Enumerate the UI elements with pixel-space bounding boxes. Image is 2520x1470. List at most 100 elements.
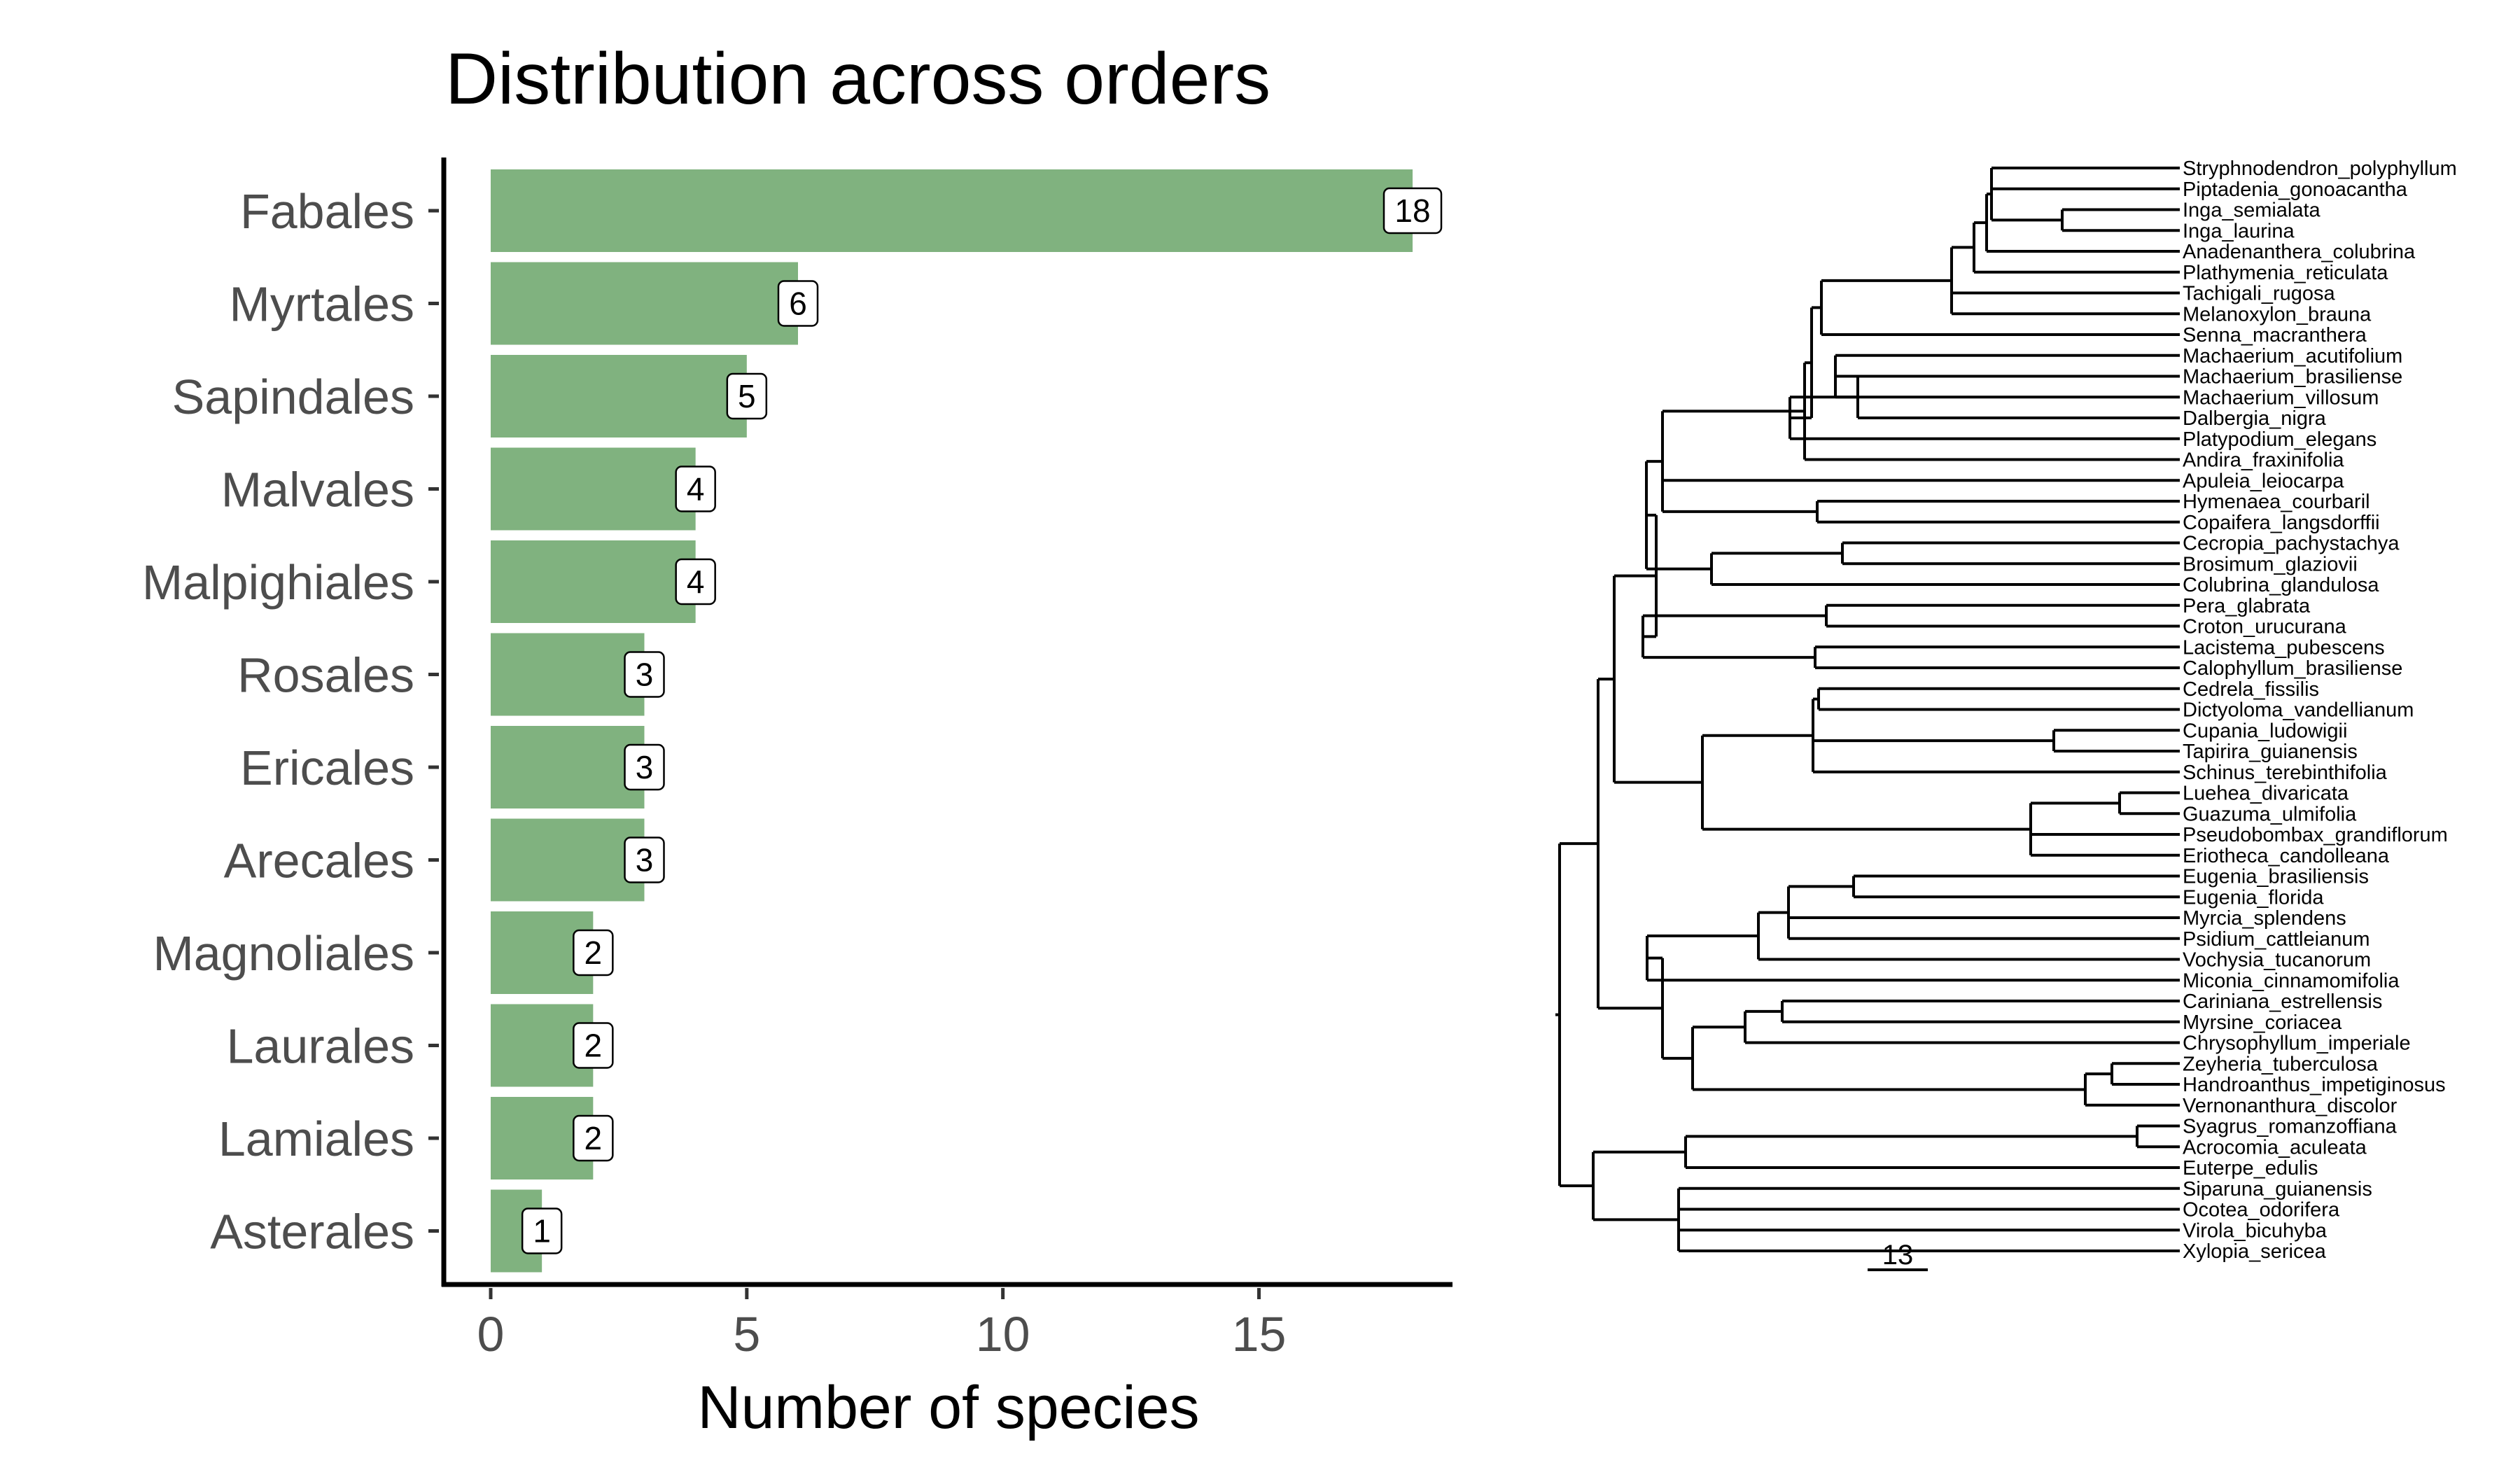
tree-branches bbox=[1555, 167, 2180, 1252]
y-tick-label-malvales: Malvales bbox=[221, 463, 414, 517]
tip-label-brosimum-glaziovii: Brosimum_glaziovii bbox=[2183, 553, 2358, 575]
data-labels-layer: 18 6 5 4 4 3 3 3 2 2 2 1 bbox=[521, 187, 1443, 1254]
data-label-box-sapindales bbox=[726, 372, 768, 420]
tip-label-cecropia-pachystachya: Cecropia_pachystachya bbox=[2183, 533, 2400, 555]
x-tick-label-0: 0 bbox=[477, 1307, 505, 1362]
tip-label-acrocomia-aculeata: Acrocomia_aculeata bbox=[2183, 1136, 2367, 1158]
y-tick-label-laurales: Laurales bbox=[226, 1019, 414, 1074]
data-label-myrtales: 6 bbox=[789, 286, 807, 322]
y-tick-label-rosales: Rosales bbox=[237, 648, 414, 703]
tip-label-ocotea-odorifera: Ocotea_odorifera bbox=[2183, 1199, 2340, 1222]
bars-layer bbox=[491, 169, 1413, 1273]
chart-title: Distribution across orders bbox=[445, 38, 1270, 120]
tree-tip-labels: Stryphnodendron_polyphyllumPiptadenia_go… bbox=[2183, 158, 2457, 1263]
tip-label-cupania-ludowigii: Cupania_ludowigii bbox=[2183, 720, 2347, 742]
x-axis-title: Number of species bbox=[698, 1374, 1200, 1441]
tip-label-piptadenia-gonoacantha: Piptadenia_gonoacantha bbox=[2183, 178, 2408, 201]
tip-label-siparuna-guianensis: Siparuna_guianensis bbox=[2183, 1178, 2372, 1200]
tip-label-zeyheria-tuberculosa: Zeyheria_tuberculosa bbox=[2183, 1053, 2379, 1075]
tip-label-croton-urucurana: Croton_urucurana bbox=[2183, 616, 2347, 638]
tip-label-tapirira-guianensis: Tapirira_guianensis bbox=[2183, 741, 2358, 763]
tip-label-chrysophyllum-imperiale: Chrysophyllum_imperiale bbox=[2183, 1032, 2411, 1055]
tip-label-virola-bicuhyba: Virola_bicuhyba bbox=[2183, 1219, 2328, 1242]
tip-label-calophyllum-brasiliense: Calophyllum_brasiliense bbox=[2183, 657, 2402, 680]
tip-label-miconia-cinnamomifolia: Miconia_cinnamomifolia bbox=[2183, 969, 2400, 992]
data-label-box-fabales bbox=[1382, 187, 1443, 234]
scale-bar-label: 13 bbox=[1882, 1240, 1914, 1270]
data-label-malpighiales: 4 bbox=[687, 564, 705, 600]
data-label-box-asterales bbox=[521, 1208, 563, 1254]
data-label-magnoliales: 2 bbox=[584, 934, 603, 971]
tip-label-copaifera-langsdorffii: Copaifera_langsdorffii bbox=[2183, 512, 2380, 534]
x-tick-label-5: 5 bbox=[733, 1307, 760, 1362]
tip-label-hymenaea-courbaril: Hymenaea_courbaril bbox=[2183, 491, 2370, 513]
data-label-rosales: 3 bbox=[636, 657, 654, 693]
tip-label-stryphnodendron-polyphyllum: Stryphnodendron_polyphyllum bbox=[2183, 158, 2457, 180]
data-label-lamiales: 2 bbox=[584, 1120, 603, 1156]
tip-label-machaerium-brasiliense: Machaerium_brasiliense bbox=[2183, 366, 2402, 388]
data-label-arecales: 3 bbox=[636, 842, 654, 878]
tip-label-platypodium-elegans: Platypodium_elegans bbox=[2183, 428, 2376, 451]
x-axis: 0 5 10 15 bbox=[477, 1288, 1287, 1362]
data-label-box-malvales bbox=[675, 465, 716, 512]
tip-label-eriotheca-candolleana: Eriotheca_candolleana bbox=[2183, 845, 2390, 867]
data-label-box-myrtales bbox=[777, 280, 819, 327]
tip-label-euterpe-edulis: Euterpe_edulis bbox=[2183, 1157, 2318, 1180]
y-tick-label-myrtales: Myrtales bbox=[230, 277, 414, 332]
y-tick-label-ericales: Ericales bbox=[240, 741, 414, 795]
data-label-box-ericales bbox=[624, 743, 665, 791]
tip-label-xylopia-sericea: Xylopia_sericea bbox=[2183, 1240, 2327, 1263]
tip-label-machaerium-acutifolium: Machaerium_acutifolium bbox=[2183, 345, 2402, 368]
tip-label-luehea-divaricata: Luehea_divaricata bbox=[2183, 783, 2349, 805]
tip-label-guazuma-ulmifolia: Guazuma_ulmifolia bbox=[2183, 803, 2357, 825]
bar-rosales bbox=[491, 633, 645, 716]
data-label-fabales: 18 bbox=[1394, 192, 1430, 229]
data-label-box-rosales bbox=[624, 651, 665, 698]
tip-label-pseudobombax-grandiflorum: Pseudobombax_grandiflorum bbox=[2183, 824, 2448, 846]
phylogenetic-tree: Stryphnodendron_polyphyllumPiptadenia_go… bbox=[1555, 158, 2457, 1271]
x-tick-label-15: 15 bbox=[1232, 1307, 1287, 1362]
bar-malpighiales bbox=[491, 540, 696, 623]
tip-label-schinus-terebinthifolia: Schinus_terebinthifolia bbox=[2183, 762, 2388, 784]
bar-myrtales bbox=[491, 262, 798, 345]
bar-ericales bbox=[491, 726, 645, 808]
tip-label-apuleia-leiocarpa: Apuleia_leiocarpa bbox=[2183, 470, 2344, 492]
data-label-asterales: 1 bbox=[533, 1213, 551, 1250]
bar-malvales bbox=[491, 447, 696, 531]
tip-label-vernonanthura-discolor: Vernonanthura_discolor bbox=[2183, 1095, 2398, 1117]
y-tick-label-fabales: Fabales bbox=[240, 184, 414, 239]
tip-label-eugenia-florida: Eugenia_florida bbox=[2183, 886, 2324, 909]
y-tick-label-lamiales: Lamiales bbox=[218, 1112, 414, 1166]
tip-label-machaerium-villosum: Machaerium_villosum bbox=[2183, 386, 2379, 409]
y-tick-label-arecales: Arecales bbox=[224, 834, 414, 888]
tip-label-melanoxylon-brauna: Melanoxylon_brauna bbox=[2183, 303, 2372, 326]
tip-label-tachigali-rugosa: Tachigali_rugosa bbox=[2183, 283, 2336, 305]
data-label-box-lamiales bbox=[573, 1114, 614, 1162]
tip-label-myrcia-splendens: Myrcia_splendens bbox=[2183, 907, 2346, 930]
data-label-sapindales: 5 bbox=[738, 378, 756, 414]
data-label-laurales: 2 bbox=[584, 1028, 603, 1064]
tip-label-inga-semialata: Inga_semialata bbox=[2183, 200, 2321, 222]
bar-arecales bbox=[491, 818, 645, 902]
y-tick-label-malpighiales: Malpighiales bbox=[142, 555, 414, 610]
tip-label-myrsine-coriacea: Myrsine_coriacea bbox=[2183, 1011, 2342, 1034]
data-label-box-malpighiales bbox=[675, 558, 716, 606]
tip-label-psidium-cattleianum: Psidium_cattleianum bbox=[2183, 928, 2370, 951]
tip-label-handroanthus-impetiginosus: Handroanthus_impetiginosus bbox=[2183, 1074, 2446, 1096]
y-tick-label-magnoliales: Magnoliales bbox=[153, 926, 414, 981]
tip-label-andira-fraxinifolia: Andira_fraxinifolia bbox=[2183, 449, 2344, 472]
x-tick-label-10: 10 bbox=[976, 1307, 1030, 1362]
tip-label-plathymenia-reticulata: Plathymenia_reticulata bbox=[2183, 262, 2388, 284]
tip-label-cariniana-estrellensis: Cariniana_estrellensis bbox=[2183, 990, 2382, 1013]
tip-label-lacistema-pubescens: Lacistema_pubescens bbox=[2183, 636, 2385, 659]
bar-sapindales bbox=[491, 355, 747, 438]
tip-label-eugenia-brasiliensis: Eugenia_brasiliensis bbox=[2183, 866, 2369, 888]
data-label-box-arecales bbox=[624, 836, 665, 883]
data-label-box-laurales bbox=[573, 1022, 614, 1069]
tip-label-syagrus-romanzoffiana: Syagrus_romanzoffiana bbox=[2183, 1116, 2398, 1138]
y-tick-label-asterales: Asterales bbox=[210, 1205, 414, 1259]
tip-label-colubrina-glandulosa: Colubrina_glandulosa bbox=[2183, 574, 2379, 596]
data-label-box-magnoliales bbox=[573, 929, 614, 976]
tip-label-cedrela-fissilis: Cedrela_fissilis bbox=[2183, 678, 2319, 701]
bar-chart: Distribution across orders 1865443332221… bbox=[142, 38, 1452, 1441]
